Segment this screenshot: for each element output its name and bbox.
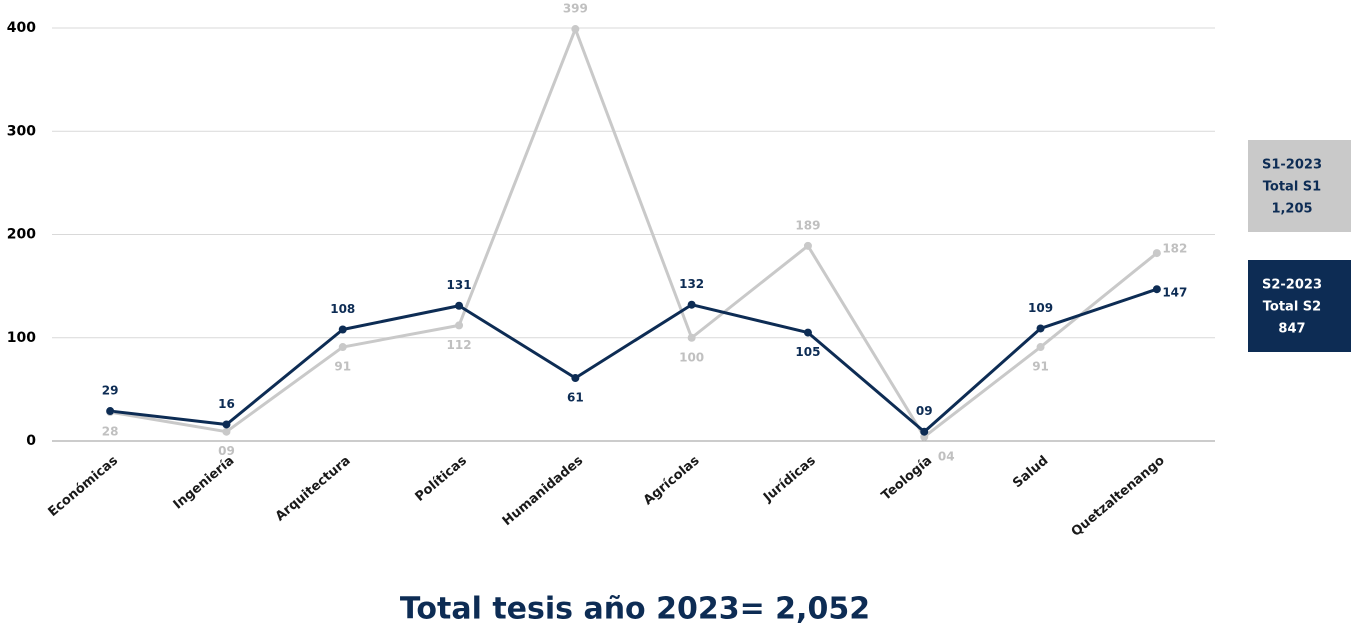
x-tick-label: Teología — [879, 453, 935, 504]
point — [571, 25, 580, 34]
point — [455, 301, 464, 310]
point — [687, 300, 696, 309]
x-tick-label: Salud — [1010, 453, 1051, 491]
series-line — [109, 287, 1158, 434]
point — [338, 343, 347, 352]
legend-box — [1248, 140, 1351, 232]
legend-total: 1,205 — [1271, 202, 1312, 217]
legend-box — [1248, 260, 1351, 352]
value-label: 108 — [330, 302, 355, 316]
value-label: 112 — [447, 338, 472, 352]
value-label: 61 — [567, 391, 584, 405]
legend-total: 847 — [1278, 322, 1305, 337]
x-tick-label: Jurídicas — [760, 453, 819, 506]
series-line — [109, 27, 1158, 439]
point — [687, 333, 696, 342]
point — [1152, 249, 1161, 258]
value-label: 04 — [938, 449, 955, 463]
value-label: 182 — [1162, 242, 1187, 256]
point — [1036, 343, 1045, 352]
value-label: 132 — [679, 277, 704, 291]
point — [803, 328, 812, 337]
value-label: 16 — [218, 397, 235, 411]
point — [338, 325, 347, 334]
point — [803, 241, 812, 250]
value-label: 09 — [916, 404, 933, 418]
point — [920, 427, 929, 436]
x-tick-label: Arquitectura — [273, 453, 354, 524]
value-label: 399 — [563, 2, 588, 16]
y-tick-label: 0 — [26, 433, 36, 449]
point — [222, 420, 231, 429]
point — [1152, 285, 1161, 294]
y-tick-label: 100 — [7, 330, 36, 346]
point — [106, 407, 115, 416]
value-label: 105 — [795, 345, 820, 359]
x-tick-label: Ingeniería — [171, 453, 238, 512]
point — [1036, 324, 1045, 333]
value-label: 91 — [334, 360, 351, 374]
value-label: 28 — [102, 425, 119, 439]
point — [571, 374, 580, 383]
legend-name: S1-2023 — [1262, 158, 1322, 173]
value-label: 131 — [447, 278, 472, 292]
x-tick-label: Quetzaltenango — [1069, 453, 1168, 540]
value-label: 100 — [679, 350, 704, 364]
x-tick-label: Agrícolas — [641, 453, 703, 508]
y-tick-label: 200 — [7, 227, 36, 243]
value-label: 91 — [1032, 360, 1049, 374]
x-tick-label: Humanidades — [500, 453, 587, 529]
value-label: 109 — [1028, 301, 1053, 315]
chart-caption: Total tesis año 2023= 2,052 — [400, 592, 870, 627]
value-label: 09 — [218, 444, 235, 458]
legend-total-label: Total S1 — [1263, 180, 1321, 195]
x-tick-label: Políticas — [413, 453, 471, 505]
value-label: 189 — [795, 218, 820, 232]
point — [455, 321, 464, 330]
value-label: 29 — [102, 384, 119, 398]
y-tick-label: 400 — [7, 20, 36, 36]
legend-name: S2-2023 — [1262, 278, 1322, 293]
y-tick-label: 300 — [7, 123, 36, 139]
value-label: 147 — [1162, 286, 1187, 300]
x-tick-label: Económicas — [46, 453, 122, 520]
legend-total-label: Total S2 — [1263, 300, 1321, 315]
point — [222, 427, 231, 436]
